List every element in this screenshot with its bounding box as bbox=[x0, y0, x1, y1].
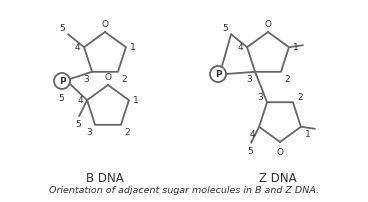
Text: 1: 1 bbox=[305, 129, 311, 138]
Text: 2: 2 bbox=[284, 74, 290, 83]
Text: 4: 4 bbox=[250, 129, 255, 138]
Text: 3: 3 bbox=[246, 74, 252, 83]
Text: 3: 3 bbox=[257, 93, 263, 102]
Text: 1: 1 bbox=[293, 42, 299, 52]
Text: 4: 4 bbox=[74, 42, 80, 52]
Text: Orientation of adjacent sugar molecules in B and Z DNA.: Orientation of adjacent sugar molecules … bbox=[49, 185, 319, 194]
Text: O: O bbox=[102, 20, 109, 29]
Text: 5: 5 bbox=[75, 120, 81, 128]
Text: 5: 5 bbox=[222, 24, 228, 33]
Text: O: O bbox=[265, 20, 272, 29]
Text: 2: 2 bbox=[124, 127, 130, 136]
Text: O: O bbox=[105, 73, 112, 82]
Text: 1: 1 bbox=[130, 42, 136, 52]
Text: 2: 2 bbox=[121, 74, 127, 83]
Text: 1: 1 bbox=[133, 95, 139, 104]
Text: 5: 5 bbox=[58, 94, 64, 102]
Text: 5: 5 bbox=[59, 24, 65, 33]
Text: 3: 3 bbox=[86, 127, 92, 136]
Text: 5: 5 bbox=[247, 146, 253, 155]
Text: 3: 3 bbox=[83, 74, 89, 83]
Text: 2: 2 bbox=[297, 93, 302, 102]
Text: P: P bbox=[215, 70, 221, 79]
Text: B DNA: B DNA bbox=[86, 171, 124, 184]
Text: 4: 4 bbox=[77, 95, 83, 104]
Text: O: O bbox=[276, 147, 283, 156]
Text: Z DNA: Z DNA bbox=[259, 171, 297, 184]
Text: 4: 4 bbox=[237, 42, 243, 52]
Text: P: P bbox=[59, 77, 65, 86]
